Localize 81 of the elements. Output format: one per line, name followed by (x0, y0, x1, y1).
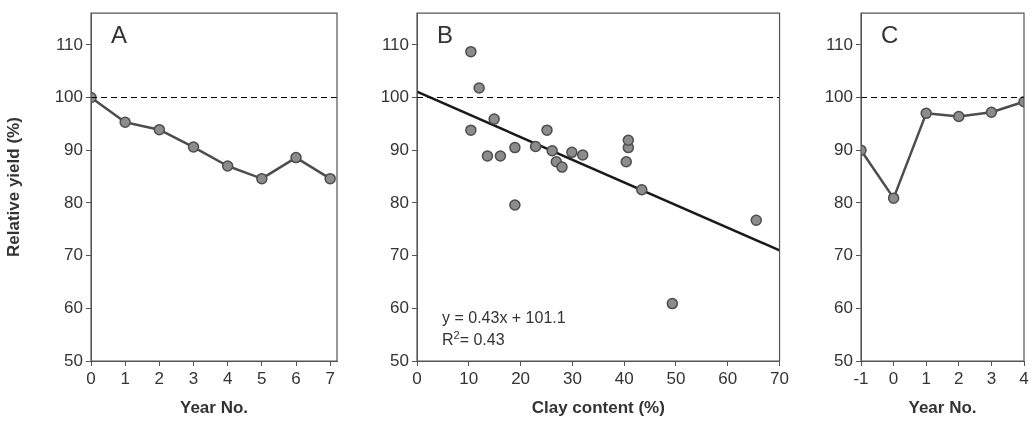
point (153, 123, 166, 136)
point (119, 116, 131, 129)
x-tick-label: 70 (770, 368, 790, 388)
y-tick-label: 90 (64, 139, 83, 159)
x-axis-title: Year No. (908, 398, 977, 418)
point (887, 192, 900, 204)
point (509, 141, 521, 154)
point (187, 141, 200, 153)
y-tick-label: 100 (824, 87, 853, 107)
x-tick-label: 4 (222, 368, 233, 388)
point (465, 124, 477, 136)
x-tick-label: 1 (120, 368, 130, 388)
point (541, 124, 553, 136)
point (920, 107, 932, 120)
annotation: B (437, 21, 454, 49)
y-tick-label: 80 (834, 192, 853, 212)
y-tick-label: 110 (825, 34, 853, 54)
point (494, 150, 507, 162)
point (985, 106, 998, 119)
point (556, 161, 568, 173)
point (256, 172, 268, 185)
point (481, 150, 494, 162)
y-tick-label: 60 (64, 297, 83, 317)
point (622, 134, 635, 146)
y-tick-label: 60 (390, 297, 409, 317)
y-tick-label: 70 (390, 245, 409, 265)
y-tick-label: 50 (834, 350, 853, 370)
x-tick-label: 3 (188, 368, 199, 388)
point (953, 110, 965, 123)
point (473, 82, 485, 94)
x-tick-label: 20 (511, 368, 531, 388)
point (221, 160, 234, 172)
y-tick-label: 100 (380, 87, 409, 107)
point (576, 149, 589, 161)
y-tick-label: 110 (381, 34, 409, 54)
point (620, 156, 632, 168)
x-axis-title: Clay content (%) (531, 398, 665, 418)
point (546, 144, 558, 157)
point (636, 183, 648, 196)
x-tick-label: 1 (921, 368, 931, 388)
point (566, 146, 578, 159)
annotation: C (881, 21, 899, 49)
x-tick-label: 3 (986, 368, 997, 388)
y-tick-label: 110 (55, 34, 83, 54)
y-tick-label: 70 (64, 245, 83, 265)
y-tick-label: 90 (834, 139, 853, 159)
annotation: y = 0.43x + 101.1 (442, 309, 566, 326)
y-tick-label: 60 (834, 297, 853, 317)
x-tick-label: 5 (257, 368, 267, 388)
x-tick-label: -1 (853, 368, 869, 388)
point (324, 172, 336, 185)
y-tick-label: 100 (54, 87, 83, 107)
point (290, 151, 302, 164)
y-tick-label: 80 (390, 192, 409, 212)
x-tick-label: 50 (666, 368, 686, 388)
x-tick-label: 30 (562, 368, 582, 388)
x-tick-label: 0 (888, 368, 899, 388)
x-tick-label: 2 (954, 368, 964, 388)
point (488, 113, 500, 125)
point (509, 199, 521, 211)
x-tick-label: 4 (1019, 368, 1029, 388)
annotation: A (111, 21, 128, 49)
y-axis-title: Relative yield (%) (3, 117, 23, 258)
y-tick-label: 90 (390, 139, 409, 159)
x-tick-label: 7 (325, 368, 335, 388)
x-tick-label: 2 (154, 368, 165, 388)
x-axis-title: Year No. (179, 398, 249, 418)
y-tick-label: 80 (64, 192, 83, 212)
x-tick-label: 60 (718, 368, 738, 388)
x-tick-label: 0 (412, 368, 422, 388)
point (750, 214, 762, 227)
y-tick-label: 50 (390, 350, 409, 370)
x-tick-label: 0 (86, 368, 96, 388)
x-tick-label: 40 (614, 368, 634, 388)
y-tick-label: 70 (834, 245, 853, 265)
x-tick-label: 10 (459, 368, 479, 388)
point (666, 297, 679, 310)
point (529, 140, 542, 153)
y-tick-label: 50 (64, 350, 83, 370)
x-tick-label: 6 (291, 368, 301, 388)
point (465, 45, 477, 58)
